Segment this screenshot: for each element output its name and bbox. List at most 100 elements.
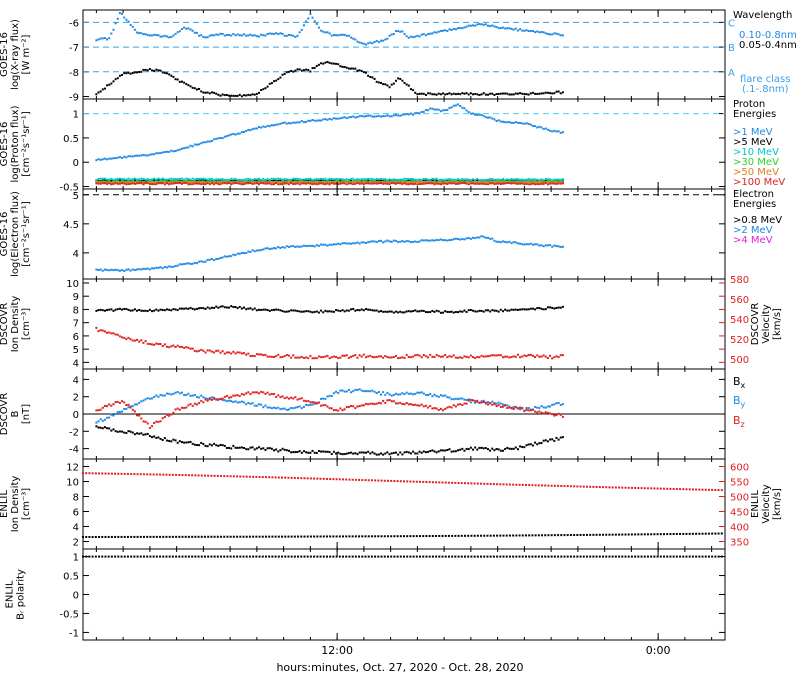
data-point bbox=[418, 354, 421, 357]
data-point bbox=[97, 38, 100, 41]
data-point bbox=[168, 414, 171, 417]
data-point bbox=[213, 181, 216, 184]
data-point bbox=[101, 329, 104, 332]
data-point bbox=[382, 399, 385, 402]
data-point bbox=[420, 309, 423, 312]
data-point bbox=[424, 393, 427, 396]
data-point bbox=[322, 397, 325, 400]
data-point bbox=[416, 452, 419, 455]
data-point bbox=[112, 178, 115, 181]
y-tick-label: -9 bbox=[69, 93, 79, 104]
data-point bbox=[486, 355, 489, 358]
data-point bbox=[95, 409, 98, 412]
data-point bbox=[549, 306, 552, 309]
data-point bbox=[407, 181, 410, 184]
data-point bbox=[144, 398, 147, 401]
data-point bbox=[502, 483, 505, 486]
y-tick-label: 4 bbox=[73, 523, 79, 534]
data-point bbox=[401, 240, 404, 243]
data-point bbox=[576, 485, 579, 488]
y-tick-label: 4.5 bbox=[63, 220, 79, 231]
data-point bbox=[672, 555, 675, 558]
data-point bbox=[412, 535, 415, 538]
data-point bbox=[354, 388, 357, 391]
data-point bbox=[97, 158, 100, 161]
data-point bbox=[364, 535, 367, 538]
data-point bbox=[187, 535, 190, 538]
data-point bbox=[114, 180, 117, 183]
data-point bbox=[461, 310, 464, 313]
data-point bbox=[157, 395, 160, 398]
data-point bbox=[281, 407, 284, 410]
data-point bbox=[598, 555, 601, 558]
data-point bbox=[519, 356, 522, 359]
data-point bbox=[666, 487, 669, 490]
data-point bbox=[557, 356, 560, 359]
data-point bbox=[155, 180, 158, 183]
data-point bbox=[320, 29, 323, 32]
data-point bbox=[347, 67, 350, 70]
data-point bbox=[187, 181, 190, 184]
data-point bbox=[151, 153, 154, 156]
data-point bbox=[302, 450, 305, 453]
data-point bbox=[382, 178, 385, 181]
data-point bbox=[553, 484, 556, 487]
data-point bbox=[281, 476, 284, 479]
data-point bbox=[403, 81, 406, 84]
data-point bbox=[172, 182, 175, 185]
data-point bbox=[213, 474, 216, 477]
data-point bbox=[210, 140, 213, 143]
data-point bbox=[193, 308, 196, 311]
data-point bbox=[298, 31, 301, 34]
data-point bbox=[106, 38, 109, 41]
data-point bbox=[309, 179, 312, 182]
data-point bbox=[144, 309, 147, 312]
data-point bbox=[414, 403, 417, 406]
data-point bbox=[287, 179, 290, 182]
y-tick-label: -2 bbox=[69, 427, 79, 438]
data-point bbox=[463, 555, 466, 558]
data-point bbox=[307, 68, 310, 71]
data-point bbox=[362, 353, 365, 356]
data-point bbox=[136, 154, 139, 157]
data-point bbox=[140, 268, 143, 271]
data-point bbox=[559, 178, 562, 181]
data-point bbox=[547, 534, 550, 537]
data-point bbox=[339, 356, 342, 359]
data-point bbox=[127, 180, 130, 183]
data-point bbox=[429, 393, 432, 396]
data-point bbox=[322, 30, 325, 33]
data-point bbox=[512, 483, 515, 486]
data-point bbox=[144, 420, 147, 423]
data-point bbox=[159, 152, 162, 155]
data-point bbox=[358, 181, 361, 184]
data-point bbox=[268, 476, 271, 479]
data-point bbox=[191, 307, 194, 310]
data-point bbox=[283, 310, 286, 313]
data-point bbox=[206, 349, 209, 352]
data-point bbox=[328, 310, 331, 313]
data-point bbox=[330, 356, 333, 359]
y-axis-label-line: [cm⁻²s⁻¹sr⁻¹] bbox=[21, 201, 32, 267]
data-point bbox=[165, 413, 168, 416]
data-point bbox=[444, 29, 447, 32]
data-point bbox=[382, 115, 385, 118]
data-point bbox=[446, 179, 449, 182]
data-point bbox=[536, 181, 539, 184]
data-point bbox=[343, 310, 346, 313]
data-point bbox=[99, 308, 102, 311]
data-point bbox=[412, 310, 415, 313]
data-point bbox=[181, 535, 184, 538]
data-point bbox=[328, 451, 331, 454]
data-point bbox=[698, 532, 701, 535]
data-point bbox=[335, 117, 338, 120]
data-point bbox=[499, 181, 502, 184]
data-point bbox=[412, 36, 415, 39]
data-point bbox=[313, 451, 316, 454]
data-point bbox=[266, 406, 269, 409]
data-point bbox=[202, 401, 205, 404]
data-point bbox=[198, 402, 201, 405]
data-point bbox=[531, 354, 534, 357]
data-point bbox=[313, 119, 316, 122]
